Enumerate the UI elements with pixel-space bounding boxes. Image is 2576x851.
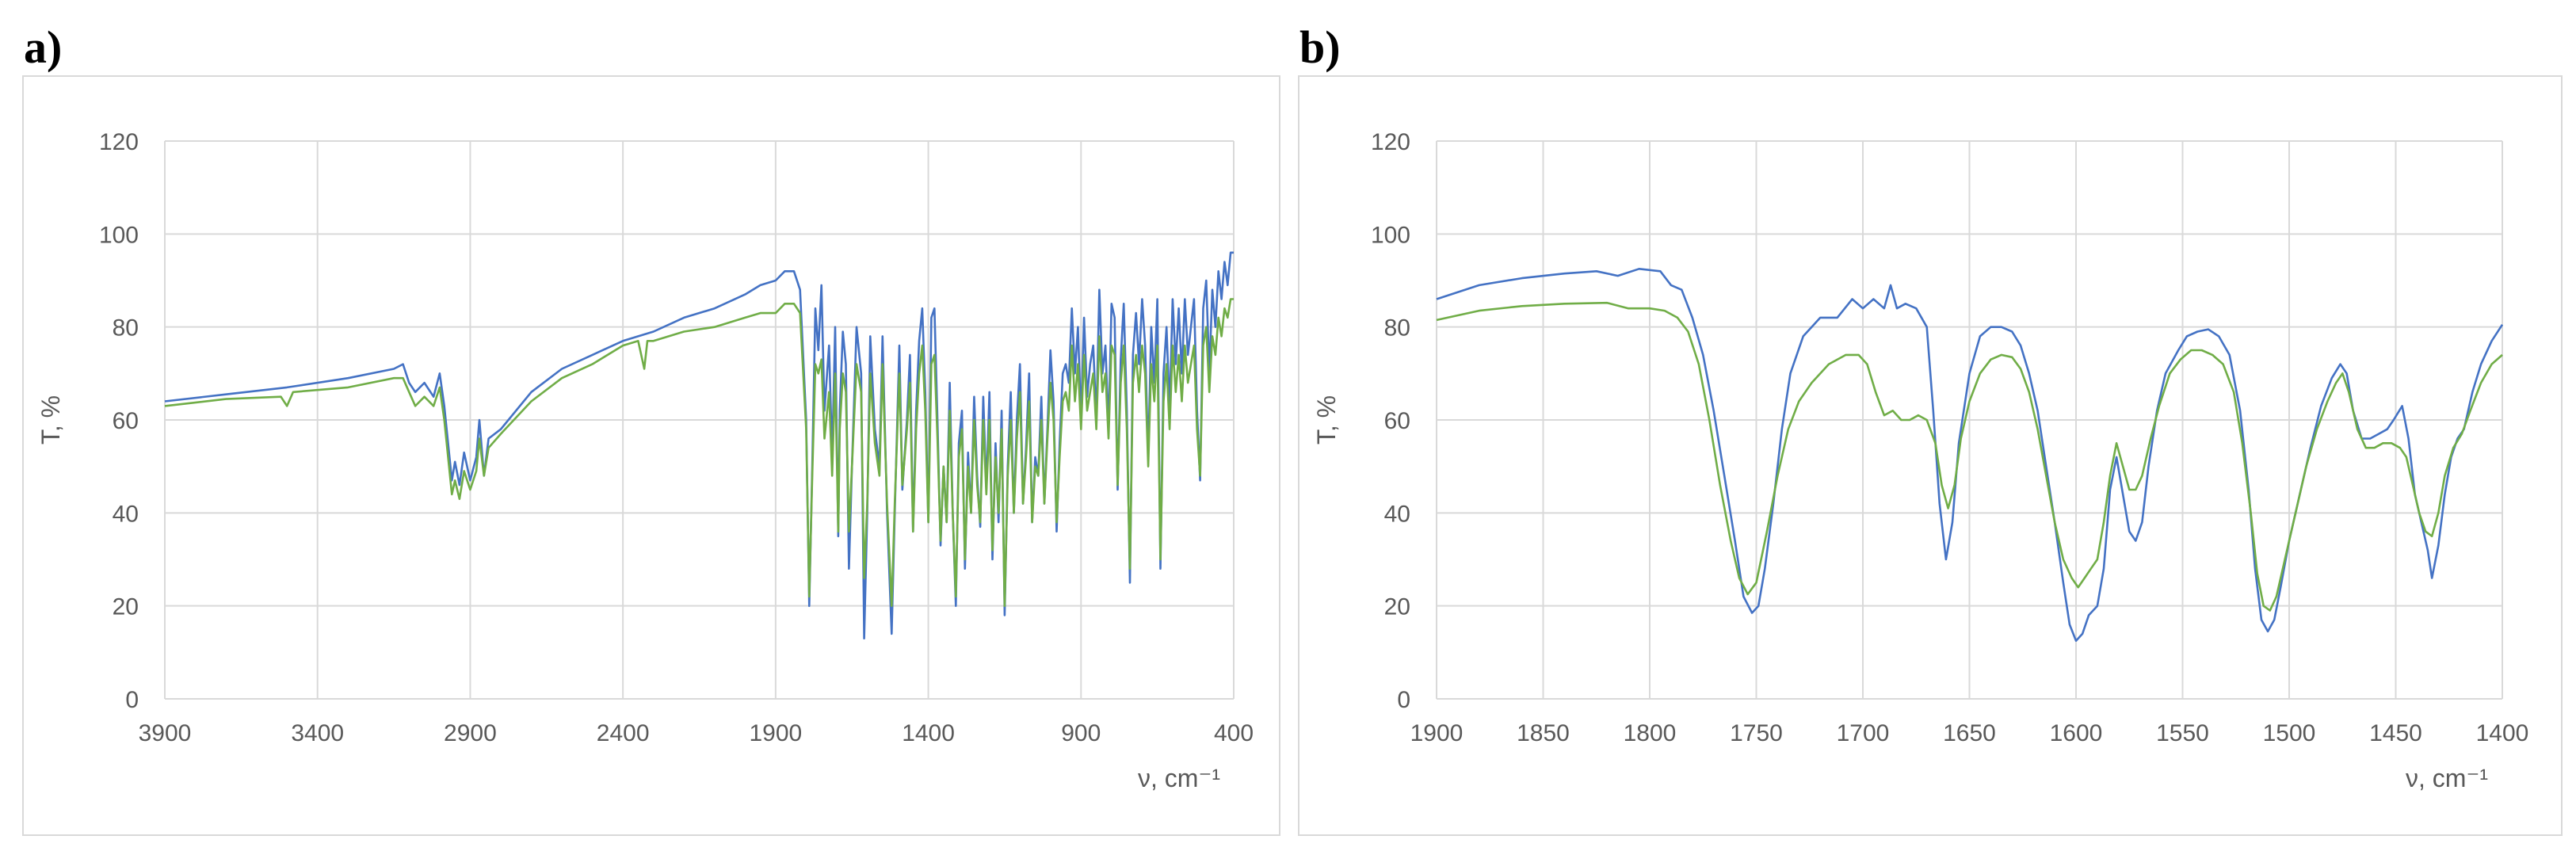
- chart-a-xtick-label: 3900: [139, 720, 192, 746]
- chart-b-ytick-label: 0: [1397, 687, 1410, 713]
- chart-a-series-green-line: [164, 298, 1234, 607]
- chart-b-ytick-label: 20: [1384, 594, 1410, 620]
- chart-a-ytick-label: 60: [113, 408, 139, 434]
- chart-a-ytick-label: 20: [113, 594, 139, 620]
- chart-a-xtick-label: 1900: [749, 720, 802, 746]
- chart-b-ytick-label: 80: [1384, 315, 1410, 342]
- chart-a-xtick-label: 2900: [444, 720, 497, 746]
- panel-a-label: a): [24, 21, 63, 73]
- chart-a-ytick-label: 100: [99, 222, 139, 248]
- chart-a-xtick-label: 3400: [291, 720, 344, 746]
- chart-a-xtick-label: 1400: [902, 720, 955, 746]
- chart-b-xtick-label: 1800: [1624, 720, 1677, 746]
- chart-b-xtick-label: 1900: [1410, 720, 1464, 746]
- chart-a-ytick-label: 0: [125, 687, 139, 713]
- chart-a-frame: [22, 75, 1280, 836]
- chart-b-ytick-label: 120: [1371, 129, 1410, 155]
- chart-a-xtick-label: 400: [1214, 720, 1254, 746]
- chart-b-y-axis-title: T, %: [1312, 395, 1341, 445]
- chart-b-xtick-label: 1550: [2156, 720, 2209, 746]
- chart-a-xtick-label: 2400: [597, 720, 650, 746]
- chart-b-xtick-label: 1400: [2476, 720, 2529, 746]
- chart-b-xtick-label: 1850: [1517, 720, 1570, 746]
- chart-b-series-green-line: [1436, 301, 2503, 612]
- chart-a-ytick-label: 40: [113, 501, 139, 527]
- chart-a-y-axis-title: T, %: [36, 395, 65, 445]
- chart-a-xtick-label: 900: [1061, 720, 1101, 746]
- panel-b-label: b): [1299, 21, 1341, 73]
- chart-b-series-blue-line: [1436, 268, 2504, 642]
- chart-b-xtick-label: 1600: [2050, 720, 2103, 746]
- chart-b-xtick-label: 1700: [1837, 720, 1890, 746]
- chart-b-xtick-label: 1650: [1943, 720, 1996, 746]
- chart-a-ytick-label: 80: [113, 315, 139, 342]
- chart-a-ytick-label: 120: [99, 129, 139, 155]
- chart-b-xtick-label: 1450: [2369, 720, 2422, 746]
- chart-b-ytick-label: 40: [1384, 501, 1410, 527]
- chart-b-frame: [1298, 75, 2563, 836]
- chart-a-x-axis-title: ν, cm⁻¹: [1138, 764, 1220, 792]
- chart-b-xtick-label: 1750: [1730, 720, 1783, 746]
- chart-b-xtick-label: 1500: [2263, 720, 2316, 746]
- chart-b-x-axis-title: ν, cm⁻¹: [2406, 764, 2488, 792]
- chart-b-ytick-label: 60: [1384, 408, 1410, 434]
- chart-b-ytick-label: 100: [1371, 222, 1410, 248]
